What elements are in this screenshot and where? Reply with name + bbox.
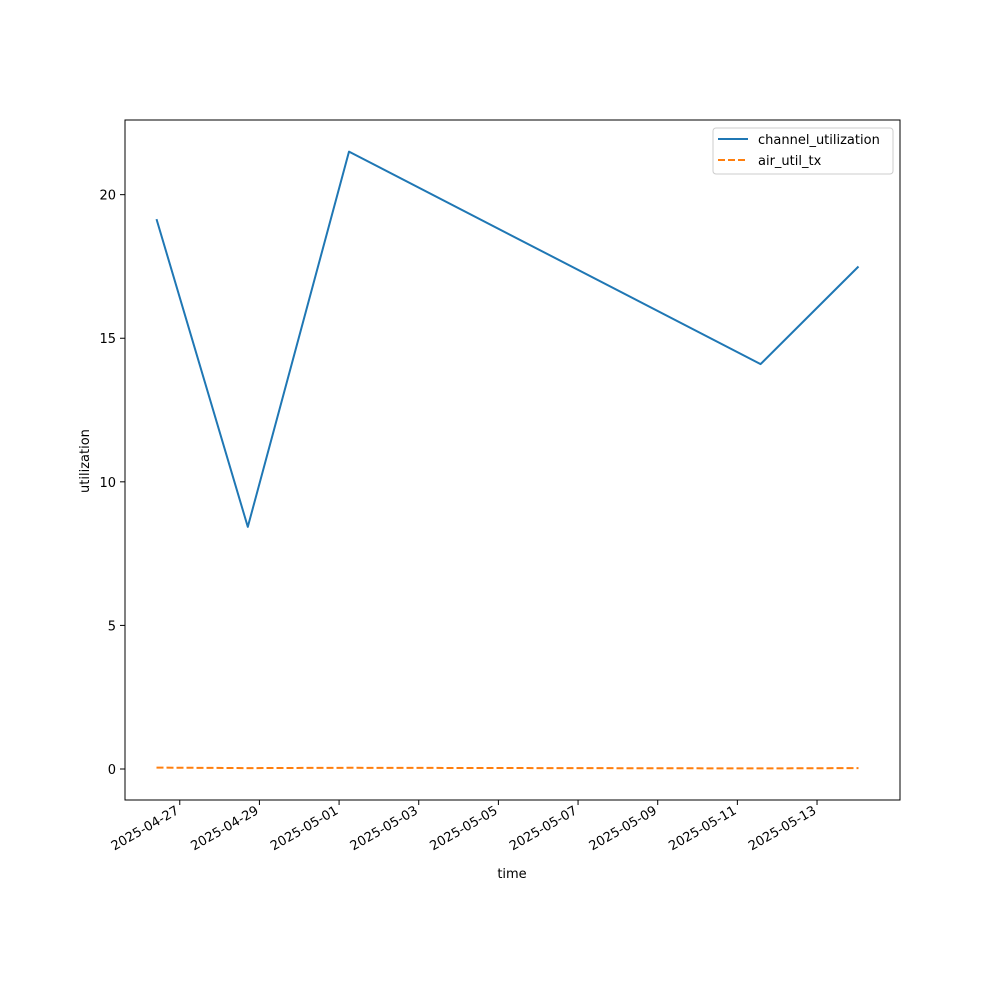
y-tick-label: 10 xyxy=(99,476,116,491)
x-tick-label: 2025-05-07 xyxy=(507,803,580,854)
x-tick-label: 2025-05-11 xyxy=(666,803,739,854)
series-line-channel-utilization xyxy=(155,150,860,528)
x-tick-label: 2025-05-03 xyxy=(348,803,421,854)
x-tick-label: 2025-05-09 xyxy=(587,803,660,854)
series-line-air-util-tx xyxy=(156,766,859,770)
plot-area-frame xyxy=(124,119,901,801)
x-axis-label: time xyxy=(497,867,526,882)
y-tick-label: 15 xyxy=(99,332,116,347)
legend-label-air-util-tx: air_util_tx xyxy=(758,154,822,169)
x-tick-label: 2025-05-01 xyxy=(268,803,341,854)
x-tick-label: 2025-04-27 xyxy=(109,803,182,854)
series-layer xyxy=(155,150,860,770)
x-tick-label: 2025-05-13 xyxy=(746,803,819,854)
legend-label-channel-utilization: channel_utilization xyxy=(758,133,880,148)
legend-box xyxy=(712,127,894,175)
y-tick-label: 0 xyxy=(108,763,116,778)
y-tick-label: 5 xyxy=(108,619,116,634)
legend: channel_utilization air_util_tx xyxy=(712,127,894,175)
x-tick-label: 2025-05-05 xyxy=(427,803,500,854)
x-tick-label: 2025-04-29 xyxy=(188,803,261,854)
x-axis-ticks: 2025-04-27 2025-04-29 2025-05-01 2025-05-03… xyxy=(109,800,819,854)
y-axis-ticks: 0 5 10 15 20 xyxy=(99,189,125,778)
y-tick-label: 20 xyxy=(99,189,116,204)
y-axis-label: utilization xyxy=(78,429,93,493)
